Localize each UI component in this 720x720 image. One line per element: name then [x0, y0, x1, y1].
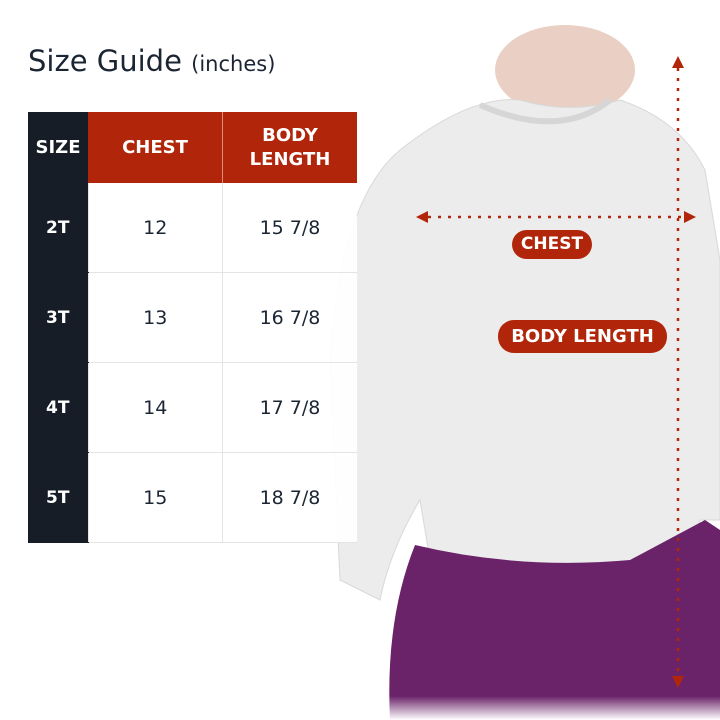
- chest-label: CHEST: [512, 230, 592, 259]
- size-cell: 5T: [28, 452, 89, 543]
- body-length-label: BODY LENGTH: [498, 320, 667, 353]
- table-row: 2T 12 15 7/8: [28, 183, 357, 273]
- arrowheads-icon: [416, 56, 696, 688]
- chest-cell: 13: [88, 272, 223, 363]
- title-text: Size Guide: [28, 44, 182, 78]
- table-row: 3T 13 16 7/8: [28, 272, 357, 363]
- page-title: Size Guide (inches): [28, 44, 275, 78]
- table-row: 5T 15 18 7/8: [28, 452, 357, 543]
- chest-cell: 12: [88, 183, 223, 273]
- header-body-length: BODY LENGTH: [222, 112, 357, 183]
- chest-cell: 14: [88, 362, 223, 453]
- body-length-cell: 18 7/8: [222, 452, 357, 543]
- body-length-cell: 15 7/8: [222, 183, 357, 273]
- table-header: SIZE CHEST BODY LENGTH: [28, 112, 357, 183]
- unit-text: (inches): [191, 52, 276, 76]
- size-table: SIZE CHEST BODY LENGTH 2T 12 15 7/8 3T 1…: [28, 112, 357, 543]
- chest-cell: 15: [88, 452, 223, 543]
- header-chest: CHEST: [88, 112, 223, 183]
- table-row: 4T 14 17 7/8: [28, 362, 357, 453]
- body-length-cell: 17 7/8: [222, 362, 357, 453]
- body-length-cell: 16 7/8: [222, 272, 357, 363]
- header-size: SIZE: [28, 112, 88, 183]
- size-cell: 4T: [28, 362, 89, 453]
- size-cell: 2T: [28, 183, 89, 273]
- model-face: [495, 25, 635, 115]
- chest-measure-arrow: [428, 68, 686, 676]
- size-cell: 3T: [28, 272, 89, 363]
